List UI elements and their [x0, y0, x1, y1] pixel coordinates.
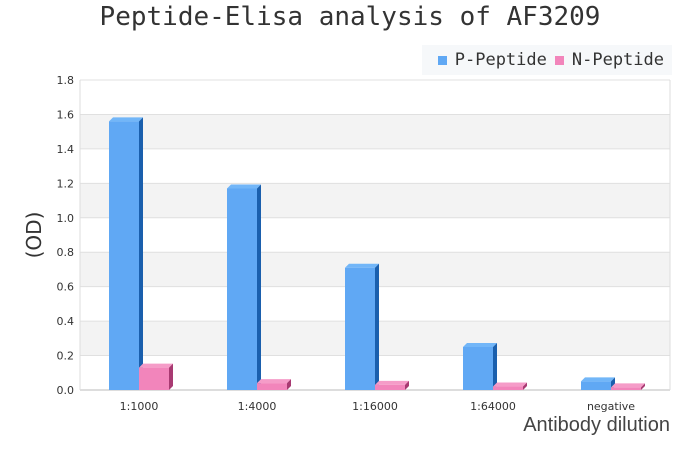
bar-top — [463, 342, 497, 347]
bar-top — [375, 380, 409, 385]
y-tick-label: 1.4 — [57, 143, 75, 156]
legend-swatch — [437, 55, 447, 65]
bar-side — [169, 363, 173, 390]
bar — [109, 121, 139, 390]
bar-side — [405, 380, 409, 390]
bar-side — [257, 184, 261, 390]
bar-side — [641, 383, 645, 390]
bar-side — [375, 263, 379, 390]
legend-item-p-peptide: P-Peptide — [437, 50, 547, 70]
bar-side — [287, 379, 291, 390]
y-tick-label: 0.4 — [57, 315, 75, 328]
bar — [581, 381, 611, 390]
y-tick-label: 1.2 — [57, 177, 75, 190]
legend-label: P-Peptide — [454, 50, 547, 70]
legend: P-Peptide N-Peptide — [421, 45, 672, 75]
y-tick-label: 1.6 — [57, 108, 75, 121]
bar — [139, 367, 169, 390]
bar-side — [493, 342, 497, 390]
legend-item-n-peptide: N-Peptide — [554, 50, 664, 70]
x-tick-label: negative — [587, 400, 635, 413]
bar-top — [139, 363, 173, 368]
y-tick-label: 0.8 — [57, 246, 75, 259]
legend-label: N-Peptide — [571, 50, 664, 70]
grid-band — [80, 114, 670, 149]
bar-side — [139, 117, 143, 390]
bar-top — [611, 383, 645, 388]
bar-top — [581, 377, 615, 382]
legend-swatch — [554, 55, 564, 65]
bar — [463, 346, 493, 390]
bar — [227, 188, 257, 390]
bar-top — [227, 184, 261, 189]
grid-band — [80, 217, 670, 253]
bar — [257, 383, 287, 390]
bar-top — [257, 379, 291, 384]
x-tick-label: 1:1000 — [120, 400, 159, 413]
bar — [493, 386, 523, 390]
grid-band — [80, 148, 670, 184]
x-tick-label: 1:4000 — [238, 400, 277, 413]
grid-band — [80, 183, 670, 218]
x-tick-label: 1:64000 — [470, 400, 516, 413]
bar-top — [109, 117, 143, 122]
grid-band — [80, 80, 670, 115]
y-tick-label: 1.8 — [57, 74, 75, 87]
bar-top — [345, 263, 379, 268]
bar-top — [493, 382, 527, 387]
bar — [611, 387, 641, 390]
y-tick-label: 1.0 — [57, 212, 75, 225]
chart-title: Peptide-Elisa analysis of AF3209 — [99, 2, 601, 32]
x-axis-label: Antibody dilution — [523, 414, 670, 436]
y-tick-label: 0.0 — [57, 384, 75, 397]
bar — [375, 384, 405, 390]
bar — [345, 267, 375, 390]
x-tick-label: 1:16000 — [352, 400, 398, 413]
y-tick-label: 0.6 — [57, 281, 75, 294]
y-tick-label: 0.2 — [57, 350, 75, 363]
bar-side — [523, 382, 527, 390]
